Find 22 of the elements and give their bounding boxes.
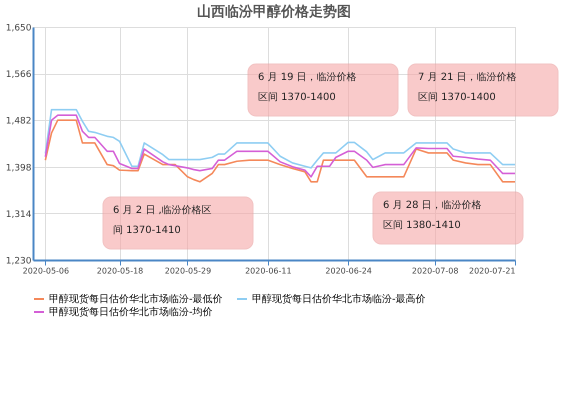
legend-label: 甲醇现货每日估价华北市场临汾-均价 [49, 306, 213, 318]
chart-title: 山西临汾甲醇价格走势图 [197, 3, 351, 20]
annotation: 7 月 21 日，临汾价格区间 1370-1400 [418, 71, 517, 103]
legend-label: 甲醇现货每日估价华北市场临汾-最低价 [49, 293, 223, 305]
x-tick-label: 2020-07-08 [412, 266, 458, 276]
y-tick-label: 1,230 [6, 256, 32, 266]
y-tick-label: 1,314 [6, 210, 32, 220]
x-tick-label: 2020-06-24 [325, 266, 372, 276]
annotation: 6 月 2 日 ,临汾价格区间 1370-1410 [113, 204, 212, 236]
x-tick-label: 2020-05-29 [164, 266, 212, 276]
annotation: 6 月 28 日，临汾价格区间 1380-1410 [383, 199, 482, 231]
x-tick-label: 2020-06-11 [245, 266, 292, 276]
line-series [44, 108, 516, 169]
y-tick-label: 1,566 [6, 70, 32, 80]
x-tick-label: 2020-05-06 [22, 266, 70, 276]
x-tick-label: 2020-07-21 [469, 266, 516, 276]
legend-label: 甲醇现货每日估价华北市场临汾-最高价 [252, 293, 426, 305]
y-tick-label: 1,482 [6, 116, 32, 127]
x-tick-label: 2020-05-18 [96, 266, 144, 276]
annotation: 6 月 19 日，临汾价格区间 1370-1400 [258, 71, 357, 103]
y-tick-label: 1,398 [6, 163, 32, 174]
y-tick-label: 1,650 [6, 24, 32, 34]
